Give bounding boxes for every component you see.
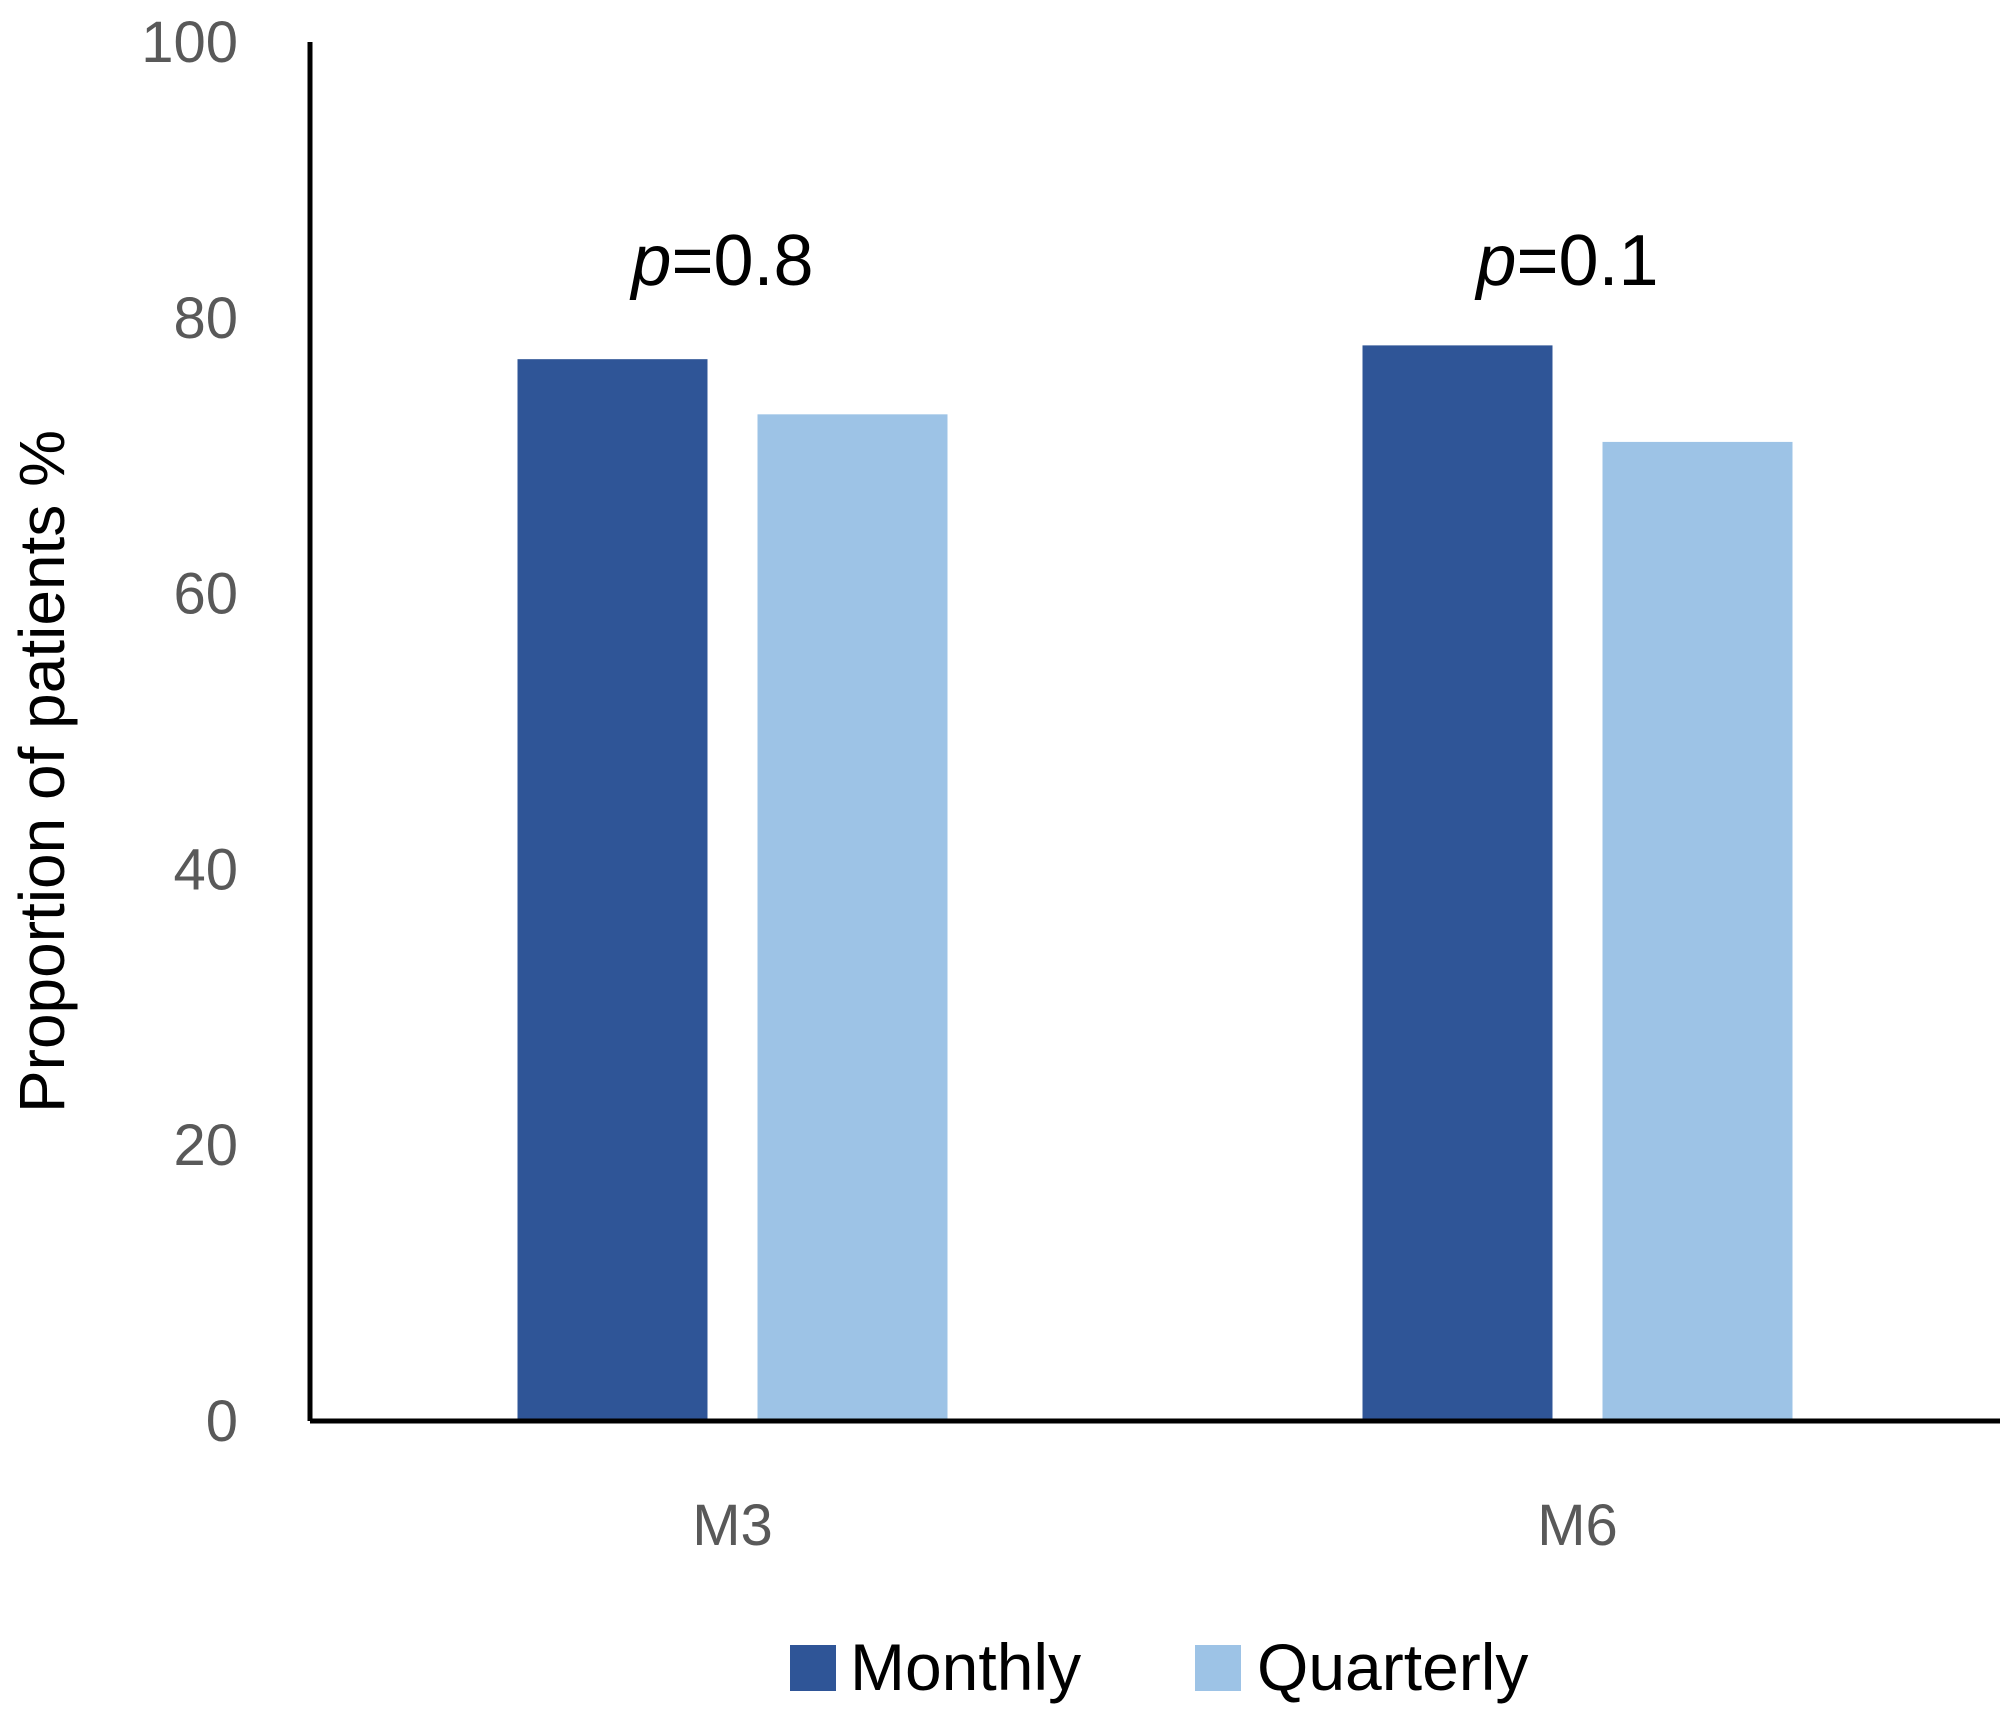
y-axis-title: Proportion of patients % bbox=[6, 430, 78, 1113]
x-tick-label: M3 bbox=[692, 1493, 773, 1558]
x-tick-label: M6 bbox=[1537, 1493, 1618, 1558]
legend: Monthly Quarterly bbox=[790, 1630, 1528, 1704]
y-tick-label: 20 bbox=[173, 1113, 238, 1178]
bar-monthly-m3 bbox=[517, 359, 708, 1421]
p-symbol: p bbox=[1474, 221, 1516, 301]
legend-label-monthly: Monthly bbox=[850, 1630, 1081, 1704]
p-symbol: p bbox=[629, 221, 671, 301]
p-value-annotations: p=0.8 p=0.1 bbox=[629, 221, 1658, 301]
legend-label-quarterly: Quarterly bbox=[1257, 1630, 1528, 1704]
bar-monthly-m6 bbox=[1362, 345, 1553, 1421]
p-value: =0.8 bbox=[671, 221, 813, 301]
bar-quarterly-m6 bbox=[1602, 441, 1793, 1421]
y-tick-label: 100 bbox=[141, 10, 238, 75]
bar-quarterly-m3 bbox=[757, 414, 948, 1422]
y-tick-label: 40 bbox=[173, 837, 238, 902]
p-value: =0.1 bbox=[1516, 221, 1658, 301]
y-tick-label: 0 bbox=[206, 1389, 238, 1454]
x-axis-labels: M3 M6 bbox=[692, 1493, 1618, 1558]
p-value-annotation: p=0.8 bbox=[629, 221, 813, 301]
y-tick-label: 80 bbox=[173, 286, 238, 351]
bars bbox=[517, 345, 1793, 1422]
y-tick-label: 60 bbox=[173, 562, 238, 627]
p-value-annotation: p=0.1 bbox=[1474, 221, 1658, 301]
y-axis-ticks: 0 20 40 60 80 100 bbox=[141, 10, 238, 1454]
legend-swatch-quarterly bbox=[1195, 1645, 1241, 1691]
legend-swatch-monthly bbox=[790, 1645, 836, 1691]
